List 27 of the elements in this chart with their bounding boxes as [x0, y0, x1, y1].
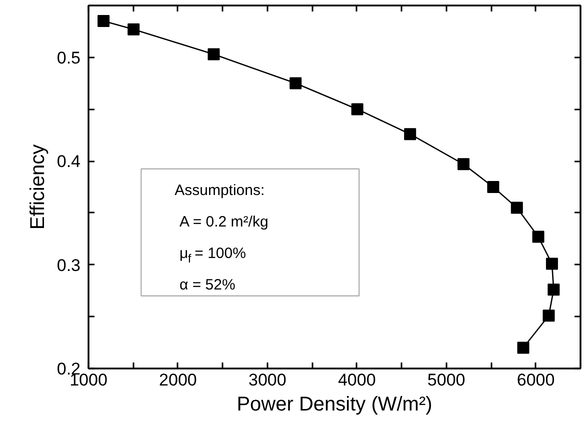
x-tick-label: 5000: [427, 370, 466, 390]
annotation: α = 52%: [180, 276, 236, 294]
x-axis-title: Power Density (W/m²): [236, 394, 432, 416]
point: [542, 310, 555, 322]
point: [128, 23, 140, 36]
point: [548, 284, 560, 296]
x-tick-label: 2000: [159, 370, 197, 390]
x-tick-label: 6000: [516, 370, 555, 390]
point: [532, 230, 544, 243]
point: [404, 128, 416, 140]
point: [487, 181, 500, 193]
point: [290, 77, 302, 90]
point: [208, 48, 220, 60]
point: [457, 158, 470, 170]
point: [98, 15, 110, 28]
point: [351, 103, 364, 116]
y-tick-label: 0.5: [56, 48, 81, 68]
x-tick-label: 3000: [248, 370, 286, 390]
point: [517, 342, 530, 354]
point: [546, 258, 558, 270]
point: [510, 202, 523, 214]
y-tick-label: 0.4: [56, 152, 81, 172]
y-tick-label: 0.3: [56, 256, 81, 275]
annotation: A = 0.2 m²/kg: [180, 214, 268, 231]
annotation: Assumptions:: [174, 182, 265, 200]
y-axis-title: Efficiency: [26, 144, 49, 230]
x-tick-label: 4000: [338, 370, 376, 390]
